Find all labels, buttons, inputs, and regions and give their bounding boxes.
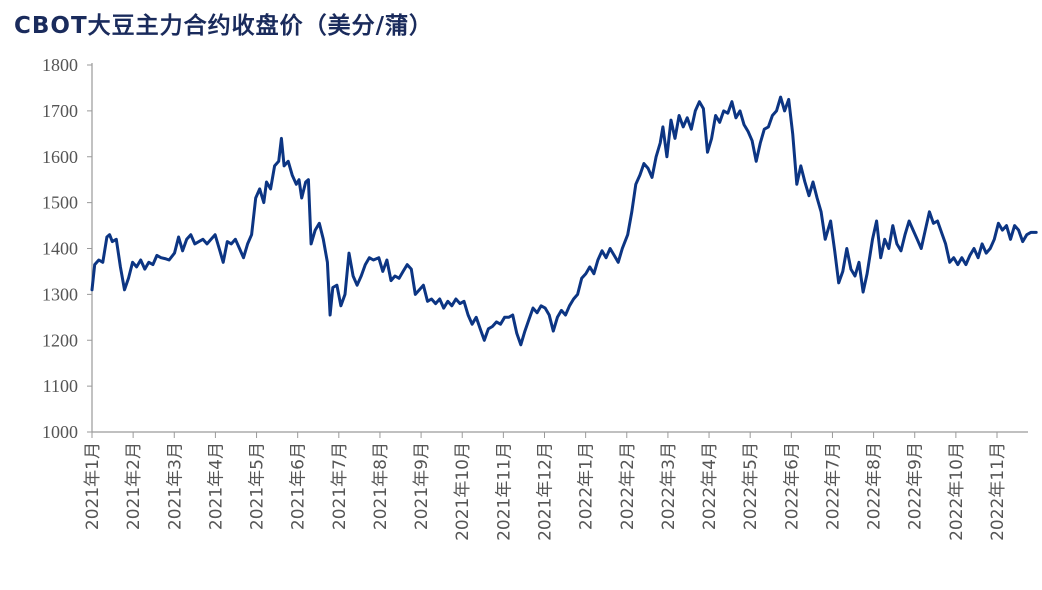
y-tick-label: 1000 [42,422,78,442]
y-tick-label: 1500 [42,193,78,213]
series-line-0 [90,95,1038,347]
x-tick-label: 2021年5月 [248,442,268,530]
y-tick-label: 1800 [42,55,78,75]
x-tick-label: 2021年9月 [412,442,432,530]
x-tick-label: 2021年10月 [453,442,473,541]
x-tick-label: 2021年2月 [124,442,144,530]
y-tick-label: 1200 [42,330,78,350]
x-tick-label: 2021年8月 [371,442,391,530]
x-tick-label: 2021年6月 [289,442,309,530]
x-axis-ticks: 2021年1月 2021年2月 2021年3月 2021年4月 2021年5月 2021年… [83,432,1008,541]
axes [91,63,1028,433]
x-tick-label: 2021年4月 [206,442,226,530]
x-tick-label: 2022年5月 [741,442,761,530]
y-tick-label: 1400 [42,239,78,259]
x-tick-label: 2022年8月 [865,442,885,530]
y-tick-label: 1300 [42,284,78,304]
x-tick-label: 2021年7月 [330,442,350,530]
x-tick-label: 2021年1月 [83,442,103,530]
y-tick-label: 1100 [43,376,78,396]
x-tick-label: 2022年9月 [906,442,926,530]
y-axis-ticks: 1000 1100 1200 1300 1400 1500 1600 1700 1800 [42,55,92,442]
x-tick-label: 2022年3月 [659,442,679,530]
series-group [90,95,1038,347]
y-tick-label: 1600 [42,147,78,167]
x-tick-label: 2022年7月 [823,442,843,530]
chart-title: CBOT大豆主力合约收盘价（美分/蒲） [14,13,434,39]
x-tick-label: 2022年4月 [700,442,720,530]
x-tick-label: 2022年1月 [577,442,597,530]
x-tick-label: 2022年6月 [782,442,802,530]
x-tick-label: 2022年11月 [988,442,1008,541]
x-tick-label: 2021年12月 [536,442,556,541]
x-tick-label: 2021年3月 [165,442,185,530]
x-tick-label: 2022年10月 [947,442,967,541]
x-tick-label: 2022年2月 [618,442,638,530]
y-tick-label: 1700 [42,101,78,121]
x-tick-label: 2021年11月 [494,442,514,541]
